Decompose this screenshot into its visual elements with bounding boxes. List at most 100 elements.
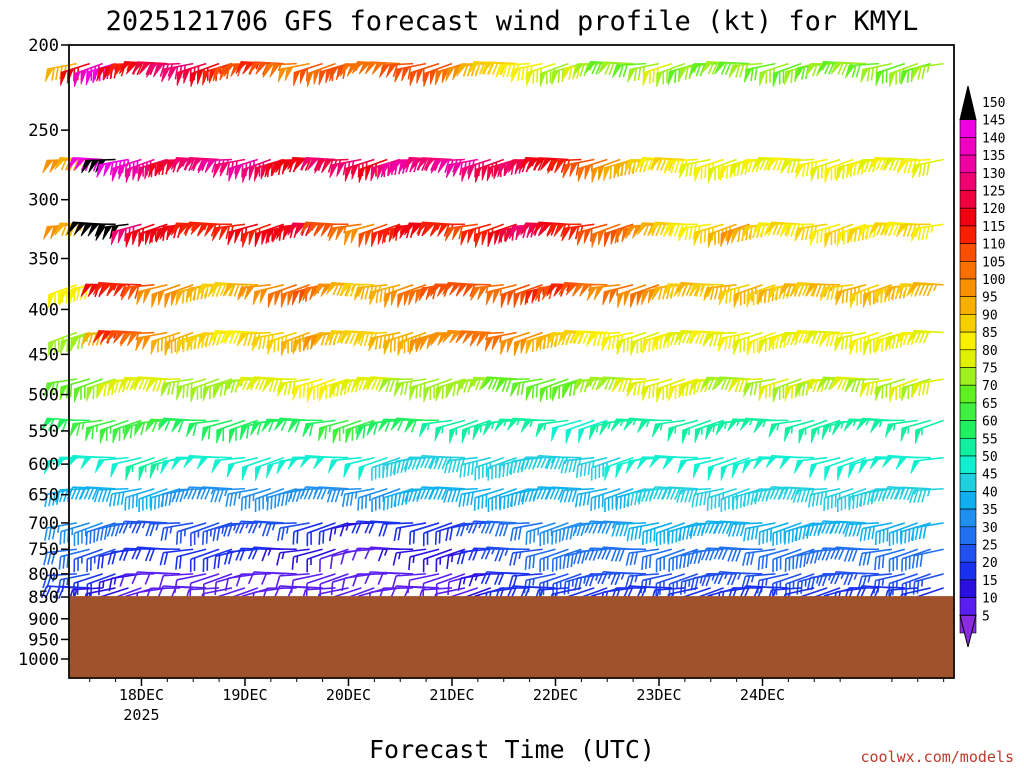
wind-barb [676, 487, 711, 503]
wind-barb [108, 487, 142, 507]
wind-barb [494, 522, 530, 537]
wind-barb [701, 547, 737, 561]
y-tick-label: 300 [28, 191, 59, 211]
wind-barb [261, 522, 297, 537]
wind-barb [422, 548, 453, 573]
wind-barb [247, 520, 284, 534]
wind-barb [393, 378, 427, 397]
colorbar-label: 115 [982, 220, 1005, 235]
wind-barb [277, 62, 310, 83]
wind-barb [317, 419, 349, 442]
colorbar-label: 30 [982, 521, 998, 536]
wind-barb [910, 223, 944, 242]
wind-barb [577, 158, 608, 182]
wind-barb [830, 520, 867, 535]
wind-barb [484, 331, 517, 352]
wind-barb [727, 522, 763, 537]
wind-barb [379, 62, 414, 78]
wind-barb [73, 522, 103, 547]
wind-barb [772, 548, 802, 573]
wind-barb [404, 419, 440, 433]
wind-barb [377, 548, 414, 562]
wind-barb [125, 456, 155, 481]
wind-barb [642, 378, 673, 401]
wind-barb [539, 548, 569, 573]
wind-barb [183, 221, 220, 236]
wind-barb [513, 331, 543, 356]
colorbar-label: 70 [982, 379, 998, 394]
wind-barb [884, 419, 918, 438]
colorbar-label: 150 [982, 96, 1005, 111]
wind-barb [93, 487, 129, 503]
wind-barb [210, 487, 245, 503]
wind-barb [135, 331, 168, 352]
wind-barb [277, 487, 310, 507]
wind-barb [908, 329, 944, 344]
colorbar-label: 60 [982, 415, 998, 430]
wind-barb [727, 548, 763, 562]
wind-barb [131, 520, 168, 534]
wind-barb [792, 487, 828, 504]
y-tick-label: 500 [28, 386, 59, 406]
colorbar-swatch [959, 526, 977, 545]
wind-barb [275, 573, 310, 589]
wind-barb [481, 376, 517, 391]
colorbar-label: 65 [982, 397, 998, 412]
wind-barb [850, 284, 880, 308]
wind-barb [572, 283, 608, 297]
wind-barb [43, 548, 77, 566]
wind-barb [408, 522, 440, 545]
wind-barb [470, 284, 504, 301]
wind-barb [287, 419, 323, 433]
wind-barb [211, 223, 246, 241]
wind-barb [494, 418, 530, 432]
wind-barb [69, 419, 103, 437]
x-tick-label: 18DEC [119, 686, 164, 704]
wind-barb [888, 548, 919, 573]
colorbar-label: 120 [982, 202, 1005, 217]
colorbar-swatch [959, 508, 977, 528]
y-tick-label: 1000 [18, 650, 59, 670]
y-axis: 200 250 300 350 400 450 500 550 600 650 700 750 800 8… [18, 36, 69, 670]
colorbar-swatch [959, 473, 977, 492]
wind-barb [434, 419, 466, 442]
colorbar-label: 75 [982, 362, 998, 377]
wind-barb [277, 522, 310, 542]
wind-barb [495, 378, 530, 393]
colorbar-label: 15 [982, 574, 998, 589]
x-tick-label: 24DEC [740, 686, 785, 704]
wind-barb [435, 573, 466, 598]
wind-barb [364, 520, 401, 534]
wind-barb [768, 419, 802, 438]
wind-barb [261, 418, 297, 432]
plot-border [68, 44, 955, 679]
wind-barb [509, 548, 543, 566]
wind-barb [392, 548, 427, 566]
wind-barb [384, 284, 414, 308]
wind-barb [144, 571, 181, 585]
wind-barb [449, 419, 479, 444]
wind-barb [590, 456, 621, 481]
y-tick-label: 350 [28, 249, 59, 269]
wind-barb [408, 548, 440, 570]
wind-barb [391, 573, 427, 589]
wind-barb [743, 378, 776, 398]
wind-barb [393, 522, 427, 542]
wind-barb [874, 522, 906, 546]
x-axis-title: Forecast Time (UTC) [369, 735, 655, 764]
y-tick-label: 550 [28, 422, 59, 442]
wind-barb [495, 62, 530, 78]
wind-barb [783, 419, 815, 442]
wind-barb [74, 378, 103, 403]
wind-barb [860, 62, 893, 83]
wind-barb [590, 487, 621, 511]
wind-barb [901, 548, 931, 572]
wind-barb [409, 62, 440, 86]
wind-barb [161, 62, 194, 83]
source-credit: coolwx.com/models [860, 748, 1014, 766]
wind-barb [84, 419, 116, 442]
wind-barb [677, 456, 711, 474]
wind-barb [480, 520, 517, 534]
wind-barb [714, 376, 750, 391]
wind-barb [460, 223, 492, 246]
